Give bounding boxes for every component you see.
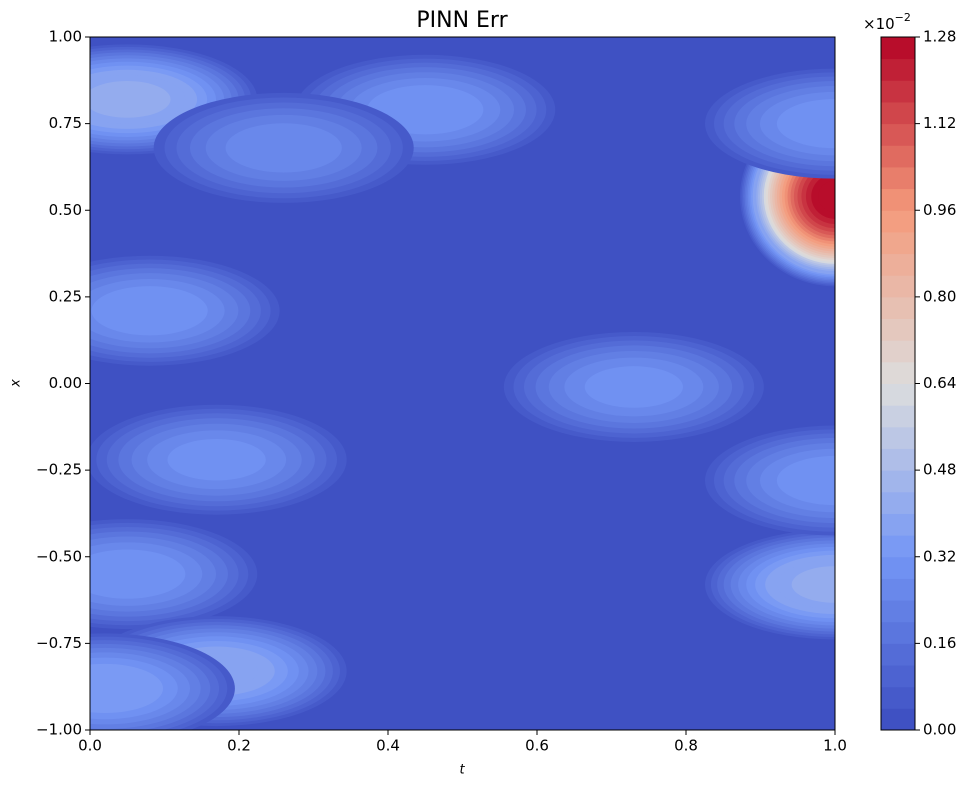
contour-level <box>776 99 835 149</box>
x-tick-label: 0.6 <box>525 737 549 755</box>
colorbar-band <box>881 188 915 211</box>
x-tick-label: 0.8 <box>674 737 698 755</box>
colorbar-tick-label: 0.00 <box>923 721 956 739</box>
colorbar-tick-label: 0.16 <box>923 634 956 652</box>
colorbar-band <box>881 101 915 125</box>
colorbar-band <box>881 470 915 493</box>
colorbar-band <box>881 491 915 514</box>
colorbar-tick-label: 1.28 <box>923 28 956 46</box>
colorbar-band <box>881 600 915 623</box>
contour-level <box>225 123 342 173</box>
x-tick-label: 1.0 <box>823 737 847 755</box>
colorbar-band <box>881 253 915 276</box>
x-tick-label: 0.2 <box>227 737 251 755</box>
contour-level <box>167 438 266 481</box>
colorbar-band <box>881 556 915 579</box>
colorbar-band <box>881 426 915 449</box>
colorbar-tick-label: 0.32 <box>923 547 956 565</box>
colorbar-tick-label: 1.12 <box>923 114 956 132</box>
contour-level <box>91 286 208 336</box>
colorbar-band <box>881 318 915 341</box>
y-tick-label: 0.75 <box>49 114 82 132</box>
colorbar-band <box>881 37 915 60</box>
colorbar-band <box>881 643 915 666</box>
y-tick-label: 1.00 <box>49 28 82 46</box>
contour-level <box>584 366 683 408</box>
contour-level <box>90 549 186 599</box>
colorbar-band <box>881 80 915 103</box>
colorbar-band <box>881 210 915 233</box>
contour-level <box>776 455 835 506</box>
colorbar-band <box>881 231 915 255</box>
colorbar-band <box>881 340 915 363</box>
y-axis-label: x <box>9 379 24 388</box>
colorbar-scale: ×10−2 <box>863 11 911 33</box>
colorbar-band <box>881 578 915 601</box>
colorbar-tick-label: 0.80 <box>923 287 956 305</box>
colorbar-band <box>881 383 915 406</box>
colorbar-band <box>881 123 915 146</box>
colorbar-band <box>881 513 915 536</box>
contour-level <box>90 663 164 714</box>
contour-level <box>791 566 835 603</box>
contour-field <box>90 37 835 730</box>
colorbar-tick-label: 0.96 <box>923 201 956 219</box>
axes: 0.0 0.2 0.4 0.6 0.8 1.0 −1.00 −0.75 −0.50 −0.25 0.… <box>36 28 956 755</box>
y-tick-label: −0.25 <box>36 461 82 479</box>
colorbar-band <box>881 361 915 384</box>
colorbar-tick-label: 0.64 <box>923 374 956 392</box>
contour-level <box>818 180 835 213</box>
colorbar-band <box>881 166 915 190</box>
colorbar-band <box>881 405 915 428</box>
colorbar-band <box>881 665 915 688</box>
colorbar-band <box>881 621 915 644</box>
y-tick-label: 0.00 <box>49 374 82 392</box>
colorbar-tick-label: 0.48 <box>923 461 956 479</box>
scale-base: ×10 <box>863 15 895 33</box>
y-tick-label: −0.50 <box>36 547 82 565</box>
y-tick-label: −1.00 <box>36 721 82 739</box>
colorbar-band <box>881 708 915 731</box>
x-tick-label: 0.0 <box>78 737 102 755</box>
chart-title: PINN Err <box>416 8 508 33</box>
x-tick-label: 0.4 <box>376 737 400 755</box>
colorbar-band <box>881 296 915 320</box>
scale-exponent: −2 <box>895 11 911 24</box>
y-tick-label: 0.25 <box>49 287 82 305</box>
colorbar-band <box>881 58 915 81</box>
colorbar-band <box>881 448 915 471</box>
colorbar-band <box>881 686 915 709</box>
contour-level <box>90 81 171 118</box>
colorbar-band <box>881 145 915 168</box>
colorbar-band <box>881 535 915 558</box>
x-axis-label: t <box>459 763 465 778</box>
y-tick-label: 0.50 <box>49 201 82 219</box>
y-tick-label: −0.75 <box>36 634 82 652</box>
colorbar-band <box>881 275 915 298</box>
